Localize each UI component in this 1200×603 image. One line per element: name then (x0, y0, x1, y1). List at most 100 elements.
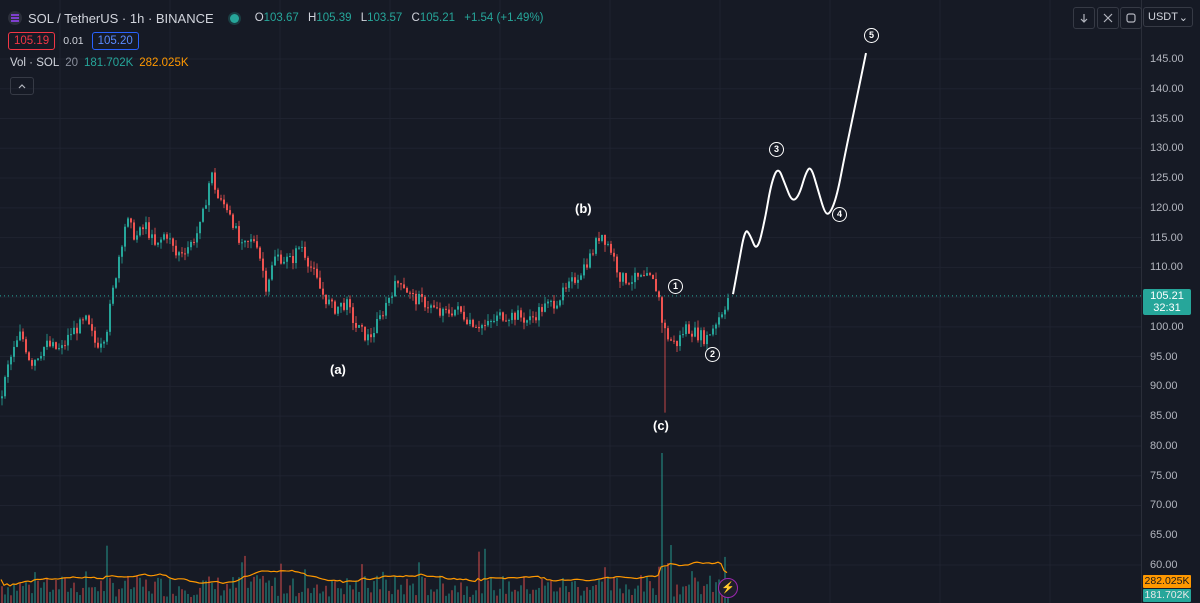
volume-bar (253, 576, 255, 603)
volume-bar (529, 593, 531, 603)
candle-body (304, 246, 306, 258)
candle-body (157, 242, 159, 245)
candle-body (16, 340, 18, 347)
candle-body (718, 317, 720, 325)
candle-body (496, 315, 498, 321)
candle-body (703, 330, 705, 345)
currency-select[interactable]: USDT ⌄ (1143, 7, 1193, 27)
volume-bar (277, 595, 279, 603)
candle-body (631, 282, 633, 284)
volume-bar (43, 582, 45, 603)
candle-body (640, 275, 642, 277)
buy-button[interactable]: 105.20 (91, 32, 139, 50)
volume-bar (319, 593, 321, 603)
volume-bar (286, 593, 288, 603)
symbol-title[interactable]: SOL / TetherUS · 1h · BINANCE (28, 10, 214, 26)
candle-body (118, 256, 120, 279)
volume-bar (19, 582, 21, 603)
arrow-down-icon (1080, 14, 1088, 23)
candle-body (202, 208, 204, 222)
candle-body (223, 199, 225, 205)
candle-body (478, 326, 480, 329)
candle-body (511, 312, 513, 321)
candle-body (637, 272, 639, 277)
candle-body (439, 308, 441, 316)
candle-body (535, 317, 537, 321)
lightning-icon[interactable]: ⚡ (718, 578, 738, 598)
volume-bar (28, 584, 30, 603)
collapse-legend-button[interactable] (10, 77, 34, 95)
candle-body (232, 214, 234, 228)
candle-body (388, 297, 390, 303)
candle-body (226, 204, 228, 211)
volume-bar (580, 595, 582, 603)
volume-bar (235, 587, 237, 603)
volume-bar (331, 580, 333, 603)
candle-body (286, 256, 288, 262)
volume-bar (688, 584, 690, 603)
candle-body (490, 320, 492, 322)
price-tick-label: 70.00 (1150, 499, 1178, 512)
candle-body (451, 313, 453, 316)
price-tick-label: 100.00 (1150, 320, 1184, 333)
candle-body (382, 315, 384, 317)
volume-bar (358, 591, 360, 603)
candle-body (604, 234, 606, 245)
candle-body (712, 328, 714, 335)
reset-button[interactable] (1120, 7, 1142, 29)
candle-body (571, 277, 573, 282)
volume-legend-vol: 181.702K (84, 57, 134, 69)
candle-body (199, 221, 201, 234)
fullscreen-button[interactable] (1097, 7, 1119, 29)
volume-bar (727, 596, 729, 603)
candle-body (526, 320, 528, 323)
volume-bar (250, 581, 252, 603)
price-tick-label: 125.00 (1150, 172, 1184, 185)
volume-bar (424, 577, 426, 603)
candle-body (64, 345, 66, 347)
candle-body (355, 322, 357, 328)
volume-bar (346, 578, 348, 603)
volume-bar (61, 576, 63, 603)
price-tick-label: 135.00 (1150, 112, 1184, 125)
volume-bar (145, 579, 147, 603)
volume-bar (151, 593, 153, 603)
candle-body (709, 334, 711, 336)
candle-body (685, 324, 687, 335)
volume-bar (193, 595, 195, 603)
volume-bar (691, 571, 693, 603)
volume-bar (247, 587, 249, 603)
volume-bar (352, 589, 354, 603)
volume-bar (280, 563, 282, 603)
volume-bar (550, 580, 552, 603)
order-panel: 105.19 0.01 105.20 (8, 32, 139, 50)
volume-bar (538, 587, 540, 603)
scroll-down-button[interactable] (1073, 7, 1095, 29)
volume-bar (643, 591, 645, 603)
volume-bar (676, 584, 678, 603)
candle-body (289, 256, 291, 258)
volume-bar (511, 591, 513, 603)
volume-bar (106, 545, 108, 603)
volume-bar (502, 576, 504, 603)
candle-body (97, 342, 99, 348)
volume-bar (178, 586, 180, 603)
volume-bar (565, 586, 567, 603)
volume-bar (694, 577, 696, 603)
volume-bar (88, 587, 90, 603)
candle-body (136, 235, 138, 240)
volume-bar (685, 586, 687, 603)
volume-bar (271, 585, 273, 603)
volume-legend[interactable]: Vol · SOL 20 181.702K 282.025K (10, 57, 189, 69)
candle-body (334, 301, 336, 314)
sol-logo-icon (8, 11, 22, 25)
candle-body (145, 222, 147, 230)
volume-bar (349, 585, 351, 603)
candle-body (109, 303, 111, 332)
volume-bar (469, 596, 471, 603)
volume-bar (397, 589, 399, 603)
sell-button[interactable]: 105.19 (8, 32, 56, 50)
candle-body (520, 310, 522, 318)
market-status-icon (229, 13, 239, 23)
